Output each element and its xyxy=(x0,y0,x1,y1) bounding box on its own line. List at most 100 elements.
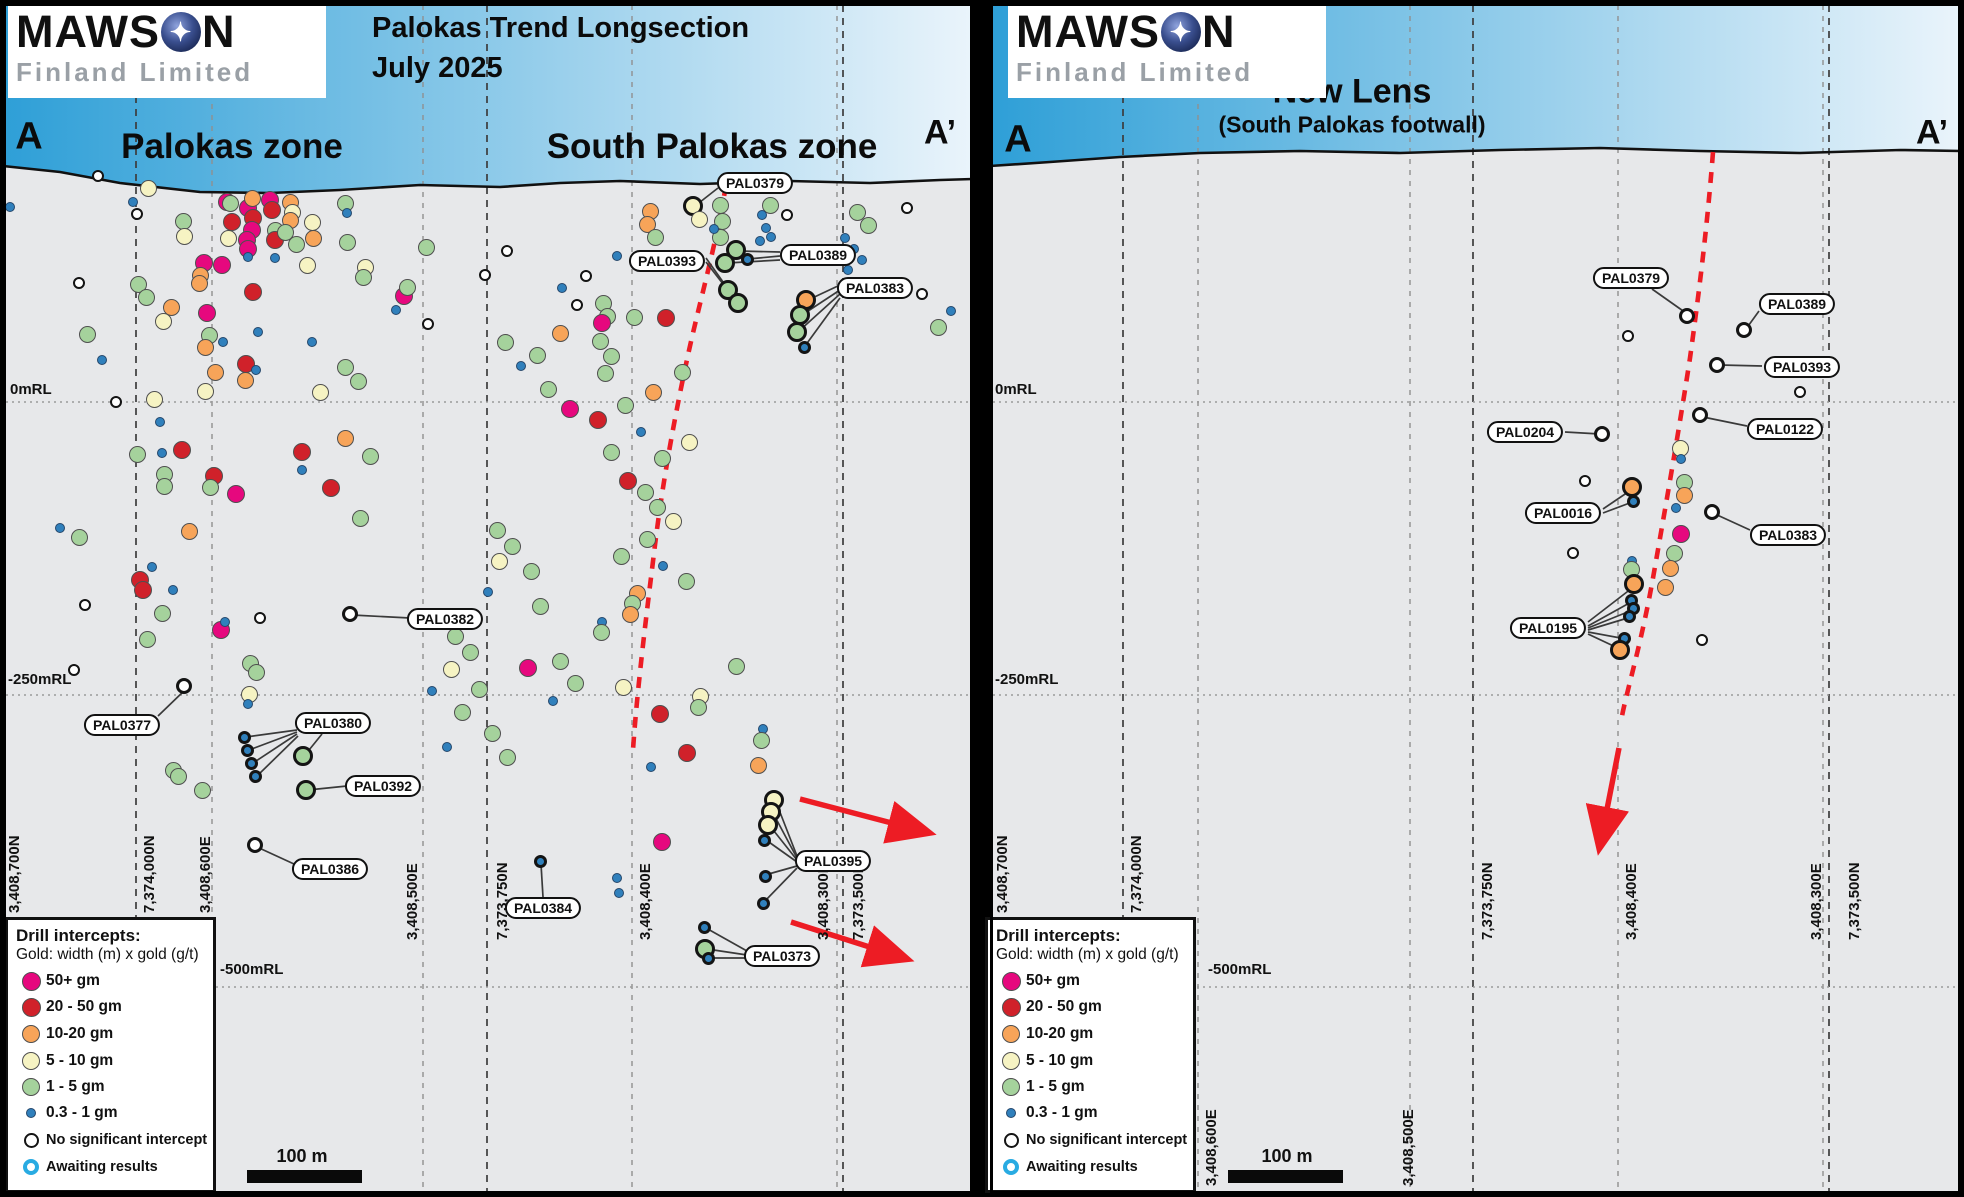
drill-hole-label-pal0204: PAL0204 xyxy=(1486,421,1564,443)
drill-intercept-dot-b xyxy=(646,762,656,772)
drill-intercept-dot-r xyxy=(589,411,607,429)
drill-hole-label-pal0122: PAL0122 xyxy=(1746,418,1824,440)
drill-intercept-dot-n-ringed xyxy=(176,678,192,694)
legend-label: 50+ gm xyxy=(1026,972,1080,989)
drill-intercept-dot-y xyxy=(614,678,632,696)
drill-intercept-dot-n xyxy=(254,612,266,624)
drill-intercept-dot-y xyxy=(145,390,163,408)
drill-intercept-dot-b xyxy=(307,337,317,347)
drill-intercept-dot-b xyxy=(612,251,622,261)
drill-intercept-dot-g xyxy=(531,597,549,615)
drill-intercept-dot-b xyxy=(297,465,307,475)
drill-intercept-dot-b-ringed xyxy=(533,854,547,868)
drill-intercept-dot-r xyxy=(293,443,311,461)
legend-swatch-icon xyxy=(996,997,1026,1017)
legend-swatch-g xyxy=(22,1078,40,1096)
drill-intercept-dot-n xyxy=(68,664,80,676)
legend-swatch-icon xyxy=(16,997,46,1017)
drill-intercept-dot-b xyxy=(253,327,263,337)
drill-intercept-dot-g xyxy=(496,333,514,351)
legend-label: 0.3 - 1 gm xyxy=(1026,1104,1098,1121)
drill-intercept-dot-b xyxy=(709,224,719,234)
drill-intercept-dot-n-ringed xyxy=(1709,357,1725,373)
drill-intercept-dot-r xyxy=(263,201,281,219)
drill-hole-label-pal0382: PAL0382 xyxy=(406,608,484,630)
drill-intercept-dot-g xyxy=(761,196,779,214)
legend-swatch-g xyxy=(1002,1078,1020,1096)
drill-intercept-dot-n-ringed xyxy=(1594,426,1610,442)
drill-intercept-dot-b-ringed xyxy=(240,743,254,757)
legend-swatch-icon xyxy=(996,1159,1026,1175)
legend-swatch-r xyxy=(21,997,41,1017)
star-glyph-right: ✦ xyxy=(1169,17,1193,47)
legend-swatch-a xyxy=(1003,1159,1019,1175)
legend-item-g: 1 - 5 gm xyxy=(16,1074,205,1100)
drill-intercept-dot-b-ringed xyxy=(757,833,771,847)
zone-heading-palokas: Palokas zone xyxy=(121,127,343,166)
drill-intercept-dot-b-ringed xyxy=(797,340,811,354)
drill-intercept-dot-b xyxy=(548,696,558,706)
drill-hole-label-pal0379: PAL0379 xyxy=(716,172,794,194)
legend-title: Drill intercepts: xyxy=(996,926,1121,945)
drill-intercept-dot-n xyxy=(79,599,91,611)
legend-label: 5 - 10 gm xyxy=(1026,1052,1094,1069)
drill-intercept-dot-o xyxy=(1675,486,1693,504)
drill-intercept-dot-y xyxy=(442,660,460,678)
grid-coordinate-label: 3,408,600E xyxy=(1203,1109,1220,1186)
drill-intercept-dot-g xyxy=(247,663,265,681)
logo-subtitle-right: Finland Limited xyxy=(1016,57,1254,87)
legend-swatch-y xyxy=(22,1052,40,1070)
drill-intercept-dot-b xyxy=(128,197,138,207)
drill-intercept-dot-b xyxy=(946,306,956,316)
drill-intercept-dot-o xyxy=(206,363,224,381)
section-marker-a-left: A xyxy=(15,115,43,158)
drill-intercept-dot-n xyxy=(131,208,143,220)
plunge-trace-dashed-line xyxy=(630,184,729,751)
plunge-direction-arrow xyxy=(799,796,937,844)
legend-swatch-icon xyxy=(996,1078,1026,1096)
legend-title: Drill intercepts: xyxy=(16,926,141,945)
drill-intercept-dot-g xyxy=(677,572,695,590)
callout-leader-line xyxy=(1587,600,1634,627)
drill-intercept-dot-y xyxy=(139,179,157,197)
drill-intercept-dot-b xyxy=(243,252,253,262)
drill-intercept-dot-o xyxy=(304,229,322,247)
drill-intercept-dot-n xyxy=(479,269,491,281)
elevation-label: -250mRL xyxy=(995,671,1059,688)
drill-intercept-dot-b xyxy=(427,686,437,696)
drill-intercept-dot-y xyxy=(298,256,316,274)
drill-intercept-dot-g xyxy=(338,233,356,251)
callout-leader-line xyxy=(765,839,798,863)
drill-intercept-dot-g xyxy=(673,363,691,381)
legend-item-g: 1 - 5 gm xyxy=(996,1074,1185,1100)
zone-heading-new-lens-subtitle: (South Palokas footwall) xyxy=(1218,111,1486,138)
callout-leader-line xyxy=(248,731,298,751)
plunge-direction-arrow xyxy=(1585,747,1629,856)
drill-intercept-dot-y xyxy=(490,552,508,570)
legend-item-m: 50+ gm xyxy=(996,968,1185,994)
drill-intercept-dot-n xyxy=(92,170,104,182)
drill-intercept-dot-n xyxy=(781,209,793,221)
drill-intercept-dot-r xyxy=(244,283,262,301)
callout-leader-line xyxy=(1714,513,1751,531)
grid-coordinate-label: 3,408,400E xyxy=(637,863,654,940)
drill-intercept-dot-b-ringed xyxy=(1626,494,1640,508)
drill-intercept-dot-r xyxy=(322,479,340,497)
elevation-label: -250mRL xyxy=(8,671,72,688)
drill-intercept-dot-m xyxy=(593,314,611,332)
drill-intercept-dot-g xyxy=(848,203,866,221)
drill-intercept-dot-n-ringed xyxy=(247,837,263,853)
drill-hole-label-pal0389: PAL0389 xyxy=(779,244,857,266)
mawson-logo: MAWS ✦ N Finland Limited xyxy=(8,6,326,98)
drill-intercept-dot-n-ringed xyxy=(1736,322,1752,338)
legend-swatch-n xyxy=(23,1132,39,1148)
logo-text-pre-right: MAWS xyxy=(1016,6,1160,57)
drill-intercept-dot-y-ringed xyxy=(758,815,778,835)
drill-intercept-dot-g xyxy=(446,627,464,645)
legend-item-b: 0.3 - 1 gm xyxy=(16,1100,205,1126)
drill-intercept-dot-g xyxy=(174,212,192,230)
drill-intercept-dot-n xyxy=(580,270,592,282)
grid-coordinate-label: 3,408,300E xyxy=(1808,863,1825,940)
drill-intercept-dot-n xyxy=(1696,634,1708,646)
scale-bar xyxy=(247,1170,362,1183)
